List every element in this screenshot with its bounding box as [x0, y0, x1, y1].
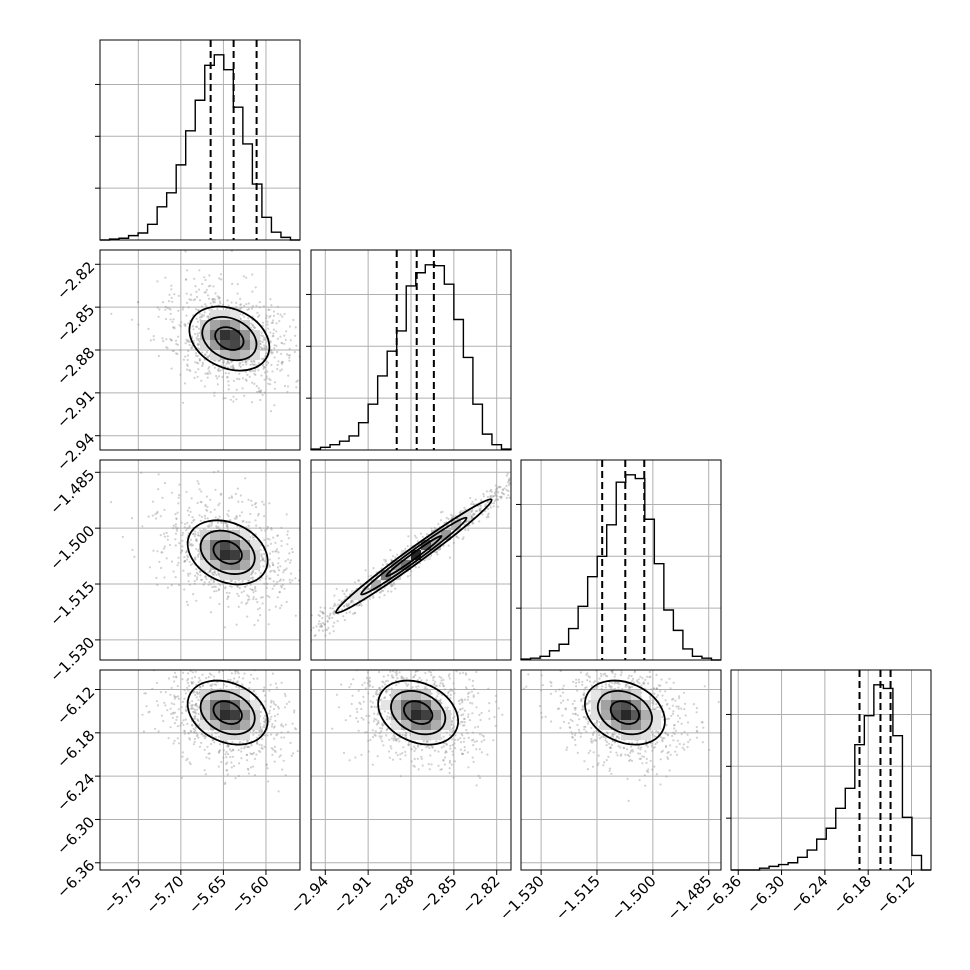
joint-panel-2-0 — [99, 459, 301, 661]
marginal-panel-2 — [516, 459, 722, 661]
marginal-panel-0 — [95, 39, 301, 241]
contour-level-0 — [385, 535, 443, 578]
y-tick-label: −2.88 — [53, 344, 98, 389]
x-tick-label: −5.75 — [100, 872, 145, 917]
x-tick-label: −6.30 — [743, 872, 788, 917]
panel-frame — [99, 669, 301, 871]
x-tick-label: −5.60 — [228, 872, 273, 917]
y-tick-label: −1.530 — [46, 634, 98, 686]
x-tick-label: −1.500 — [608, 872, 660, 924]
histogram-step-1 — [310, 264, 512, 450]
histogram-step-2 — [520, 474, 721, 661]
contour-level-1 — [201, 316, 258, 362]
density-cells — [591, 690, 661, 740]
histogram-step-0 — [100, 54, 300, 241]
y-tick-label: −2.82 — [53, 258, 98, 303]
x-tick-label: −2.91 — [330, 872, 375, 917]
joint-panel-1-0 — [99, 249, 301, 451]
contour-level-1 — [199, 529, 256, 575]
marginal-panel-1 — [306, 249, 512, 451]
contour-level-2 — [186, 679, 269, 746]
histogram-step-3 — [731, 684, 931, 871]
y-tick-label: −2.94 — [53, 429, 98, 474]
x-tick-label: −2.88 — [373, 872, 418, 917]
x-tick-label: −6.12 — [873, 872, 918, 917]
x-tick-label: −6.24 — [786, 872, 831, 917]
panel-frame — [520, 669, 722, 871]
contour-level-2 — [186, 519, 269, 586]
x-tick-label: −6.18 — [830, 872, 875, 917]
x-tick-label: −5.65 — [185, 872, 230, 917]
y-tick-label: −6.18 — [53, 726, 98, 771]
x-tick-label: −2.85 — [415, 872, 460, 917]
y-tick-label: −6.12 — [53, 683, 98, 728]
x-tick-label: −1.515 — [552, 872, 604, 924]
contour-level-2 — [188, 305, 271, 372]
marginal-panel-3 — [726, 669, 932, 871]
panel-frame — [520, 459, 722, 661]
contour-level-0 — [609, 700, 641, 725]
y-tick-label: −6.36 — [53, 856, 98, 901]
x-tick-label: −2.94 — [287, 872, 332, 917]
y-tick-label: −2.91 — [53, 386, 98, 431]
contour-level-2 — [377, 679, 459, 746]
panel-frame — [99, 459, 301, 661]
x-tick-label: −5.70 — [142, 872, 187, 917]
contour-level-0 — [212, 700, 243, 725]
y-tick-label: −1.515 — [46, 578, 98, 630]
contour-level-1 — [199, 690, 256, 736]
panel-frame — [99, 39, 301, 241]
joint-panel-2-1 — [310, 459, 512, 661]
contour-level-1 — [596, 690, 653, 736]
y-tick-label: −6.24 — [53, 770, 98, 815]
y-tick-label: −6.30 — [53, 813, 98, 858]
contour-level-2 — [584, 679, 666, 746]
contour-level-0 — [212, 540, 243, 565]
contour-level-2 — [335, 498, 493, 614]
panel-frame — [310, 249, 512, 451]
y-tick-label: −1.500 — [46, 522, 98, 574]
x-tick-label: −1.530 — [496, 872, 548, 924]
joint-panel-3-1 — [310, 669, 512, 871]
y-tick-label: −1.485 — [46, 466, 98, 518]
panel-frame — [730, 669, 932, 871]
joint-panel-3-2 — [520, 669, 722, 871]
contour-level-1 — [390, 690, 447, 736]
contour-level-0 — [214, 326, 245, 351]
contour-level-0 — [403, 700, 434, 725]
y-tick-label: −2.85 — [53, 301, 98, 346]
joint-panel-3-0 — [99, 669, 301, 871]
panel-frame — [310, 459, 512, 661]
contour-level-1 — [360, 516, 468, 596]
